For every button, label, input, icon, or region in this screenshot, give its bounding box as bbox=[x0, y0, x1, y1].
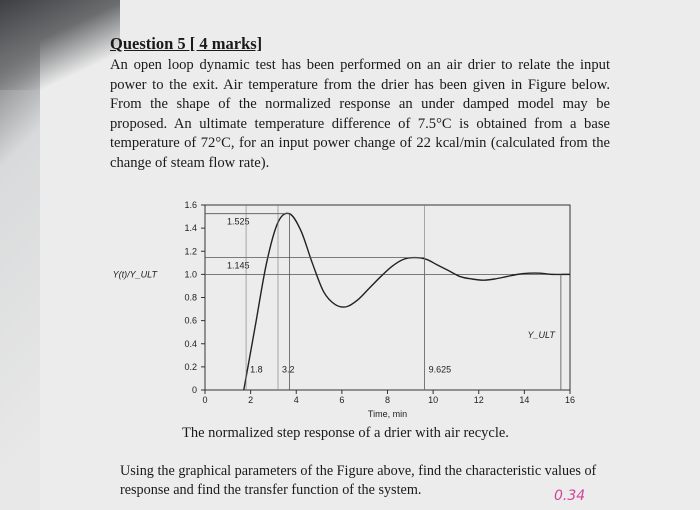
paper-sheet bbox=[40, 0, 700, 510]
y-tick-label: 0.8 bbox=[184, 293, 197, 303]
x-tick-label: 0 bbox=[202, 395, 207, 405]
y-tick-label: 1.0 bbox=[184, 269, 197, 279]
y-tick-label: 0.2 bbox=[184, 362, 197, 372]
x-tick-label: 12 bbox=[474, 395, 484, 405]
x-tick-label: 4 bbox=[294, 395, 299, 405]
response-curve bbox=[243, 212, 570, 391]
chart-marks: 1.525 1.145 1.8 3.2 9.625 Y_ULT bbox=[205, 205, 570, 391]
yult-label: Y_ULT bbox=[528, 330, 557, 340]
footer-question: Using the graphical parameters of the Fi… bbox=[120, 463, 597, 498]
x-tick-label: 2 bbox=[248, 395, 253, 405]
step-response-chart: 0 0.2 0.4 0.6 0.8 1.0 1.2 1.4 1.6 0 2 4 6 8 10 12 14 16 Ti… bbox=[113, 200, 575, 419]
y-axis-label: Y(t)/Y_ULT bbox=[113, 269, 159, 279]
y-tick-label: 1.6 bbox=[184, 200, 197, 210]
time-marker-label: 3.2 bbox=[282, 365, 295, 375]
x-tick-label: 14 bbox=[519, 395, 529, 405]
figure-caption: The normalized step response of a drier … bbox=[182, 425, 509, 441]
x-axis-label: Time, min bbox=[368, 409, 407, 419]
time-marker-label: 1.8 bbox=[250, 365, 263, 375]
y-tick-label: 1.4 bbox=[184, 223, 197, 233]
question-heading: Question 5 [ 4 marks] bbox=[110, 34, 263, 53]
paper-corner-shadow bbox=[0, 0, 120, 90]
y-tick-label: 0.4 bbox=[184, 339, 197, 349]
chart-axes: 0 0.2 0.4 0.6 0.8 1.0 1.2 1.4 1.6 0 2 4 6 8 10 12 14 16 Ti… bbox=[113, 200, 575, 419]
y-tick-label: 0 bbox=[192, 385, 197, 395]
question-body: An open loop dynamic test has been perfo… bbox=[110, 57, 610, 171]
time-marker-label: 9.625 bbox=[429, 365, 452, 375]
handwritten-note: 0.34 bbox=[554, 488, 586, 504]
peak-value-label: 1.145 bbox=[227, 261, 250, 271]
peak-value-label: 1.525 bbox=[227, 217, 250, 227]
x-tick-label: 8 bbox=[385, 395, 390, 405]
y-tick-label: 0.6 bbox=[184, 316, 197, 326]
y-tick-label: 1.2 bbox=[184, 246, 197, 256]
question-block: Question 5 [ 4 marks] An open loop dynam… bbox=[110, 34, 610, 174]
x-tick-label: 16 bbox=[565, 395, 575, 405]
x-tick-label: 10 bbox=[428, 395, 438, 405]
x-tick-label: 6 bbox=[339, 395, 344, 405]
